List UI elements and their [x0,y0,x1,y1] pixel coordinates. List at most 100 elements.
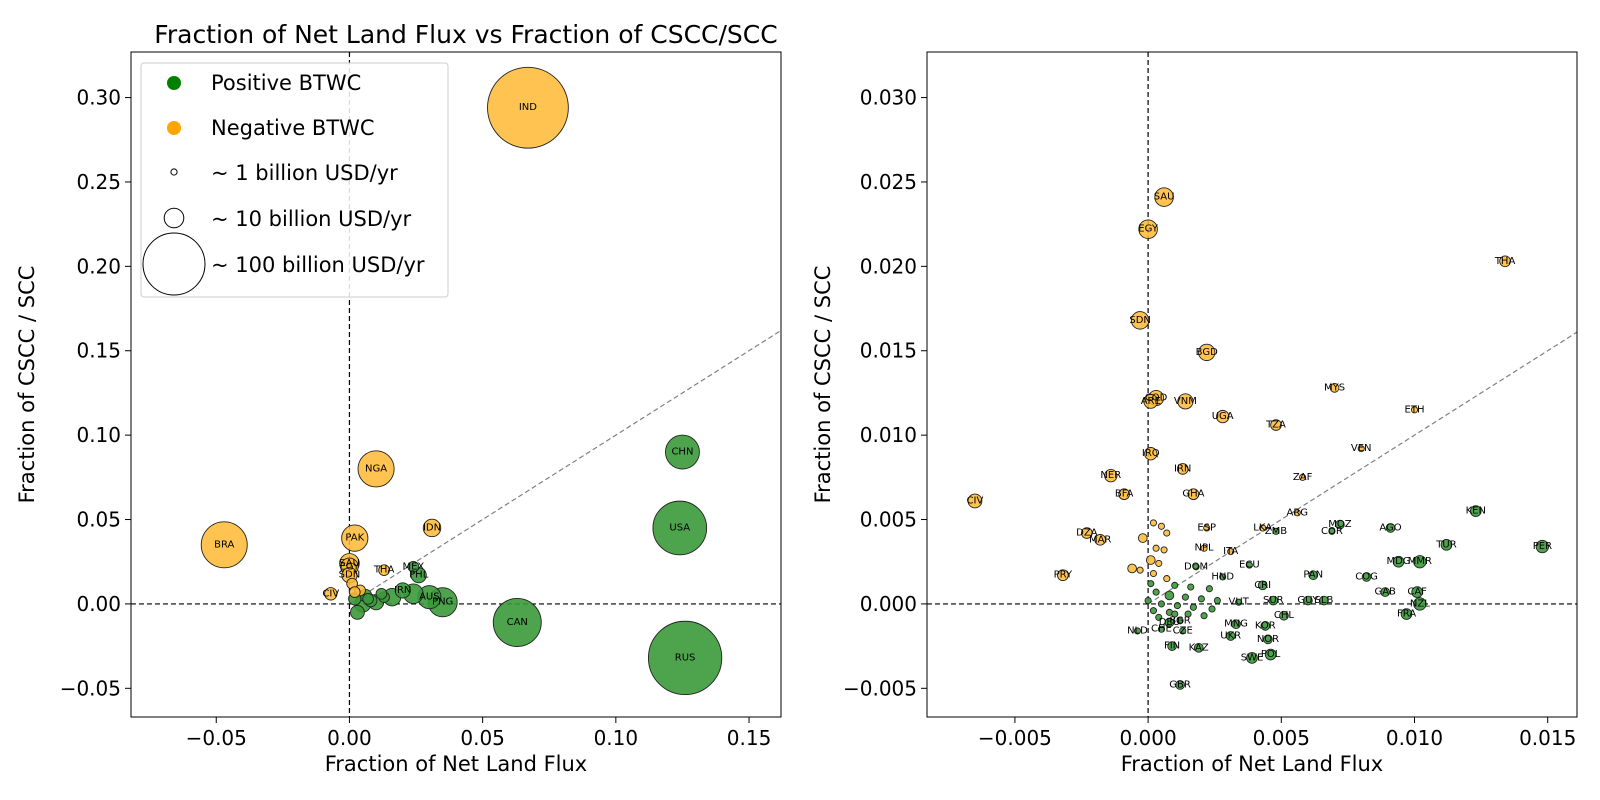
point-label-are: ARE [1141,396,1161,407]
axes-frame [130,51,782,718]
point-vut [1235,598,1243,606]
point-point-23 [350,604,365,620]
point-point-82 [1152,588,1160,596]
point-label-deu: DEU [1159,617,1180,628]
point-label-chl: CHL [1274,610,1295,621]
point-label-vut: VUT [1229,597,1250,608]
y-tick-label: −0.05 [60,676,121,700]
point-point-68 [1163,529,1171,537]
point-chl [1279,610,1289,621]
point-label-lka: LKA [1253,522,1272,533]
point-point-79 [1171,581,1179,589]
point-label-fin: FIN [1164,641,1180,652]
point-idn [422,518,442,538]
point-label-cod: COD [1145,393,1168,404]
point-ecu [1245,561,1253,569]
point-egy [1138,219,1158,239]
x-tick-label: 0.010 [1386,726,1443,750]
point-uga [1216,409,1230,424]
point-point-77 [1163,575,1171,583]
x-axis-title: Fraction of Net Land Flux [1121,752,1384,776]
point-label-mng: MNG [1224,619,1248,630]
point-point-87 [1144,596,1152,605]
point-label-sdn: SDN [1129,315,1151,326]
point-label-gbr: GBR [1169,679,1191,690]
legend-marker-positive [167,76,181,90]
axes-frame [926,51,1578,718]
point-label-swe: SWE [1241,652,1264,663]
point-label-guy: GUY [1297,595,1319,606]
point-label-pry: PRY [1054,570,1073,581]
point-tza [1270,419,1282,431]
point-sur [1268,595,1279,606]
point-npl [1200,544,1208,552]
point-pan [1308,570,1319,581]
point-point-74 [1127,563,1137,574]
point-ind [487,66,569,149]
point-point-29 [362,593,374,605]
point-point-85 [1197,595,1205,603]
point-label-cri: CRI [1254,580,1271,591]
point-label-png: PNG [432,597,453,608]
point-tur [1440,539,1453,551]
point-guy [1303,595,1313,606]
point-point-80 [1187,583,1195,591]
point-bra [200,521,248,569]
chart-panel-1: IND RUS USA CAN BRA NGA CHN PNG PAK AUS SAU IDN EGYS… [15,20,782,776]
point-label-sdn: SDN [339,570,361,581]
point-label-arg: ARG [1287,507,1309,518]
x-tick-label: 0.10 [594,726,639,750]
point-label-nor: NOR [1257,634,1279,645]
point-point-32 [375,587,388,600]
point-label-egy: EGY [1138,224,1159,235]
point-label-civ: CIV [322,588,339,599]
point-label-dom: DOM [1184,561,1208,572]
point-point-70 [1152,544,1160,552]
point-label-pol: POL [1261,649,1281,660]
point-point-67 [1157,522,1165,530]
point-point-78 [1147,580,1155,588]
point-pak [341,524,369,552]
plot-area: SAU EGY SDN BGD COD VNM ARE CIV UGA IRQ NER PER MMR N… [927,52,1577,717]
point-point-88 [1157,600,1165,608]
legend: Positive BTWC Negative BTWC ~ 1 billion US… [140,62,449,298]
point-label-sau: SAU [1154,192,1175,203]
point-point-73 [1155,559,1163,567]
point-label-bgr: BGR [1169,615,1190,626]
point-label-mys: MYS [1324,382,1345,393]
y-axis-title: Fraction of CSCC / SCC [15,266,39,504]
point-label-vnm: VNM [1174,396,1197,407]
point-label-mex: MEX [402,561,424,572]
point-point-72 [1145,555,1156,565]
point-label-ago: AGO [1379,522,1401,533]
point-label-ner: NER [1100,470,1121,481]
point-nld [1133,627,1142,635]
point-irn [394,582,411,599]
point-point-90 [1189,603,1197,611]
point-mex [407,560,420,573]
y-tick-label: 0.000 [860,592,917,616]
point-label-tza: TZA [1265,420,1286,431]
point-sdn [1130,311,1150,330]
y-tick-label: 0.15 [76,339,121,363]
point-civ [324,587,338,601]
x-tick-label: 0.15 [727,726,772,750]
point-label-kaz: KAZ [1189,642,1209,653]
point-label-ken: KEN [1466,506,1486,517]
legend-label: Negative BTWC [211,116,375,140]
point-eth [1410,406,1419,414]
point-tha [1499,255,1511,268]
point-label-zaf: ZAF [1293,472,1313,483]
legend-label: ~ 10 billion USD/yr [211,207,412,231]
point-label-ind: IND [519,102,537,113]
point-bgr [1176,617,1184,625]
point-label-irn: IRN [1174,463,1191,474]
point-tha [378,564,390,576]
x-tick-label: −0.005 [978,726,1052,750]
chart-panel-2: SAU EGY SDN BGD COD VNM ARE CIV UGA IRQ NER PER MMR N… [811,51,1578,776]
legend-size-marker [170,168,178,176]
point-label-bfa: BFA [1115,489,1134,500]
point-label-cze: CZE [1173,625,1193,636]
point-label-irq: IRQ [1142,448,1160,459]
x-tick-label: 0.05 [460,726,505,750]
